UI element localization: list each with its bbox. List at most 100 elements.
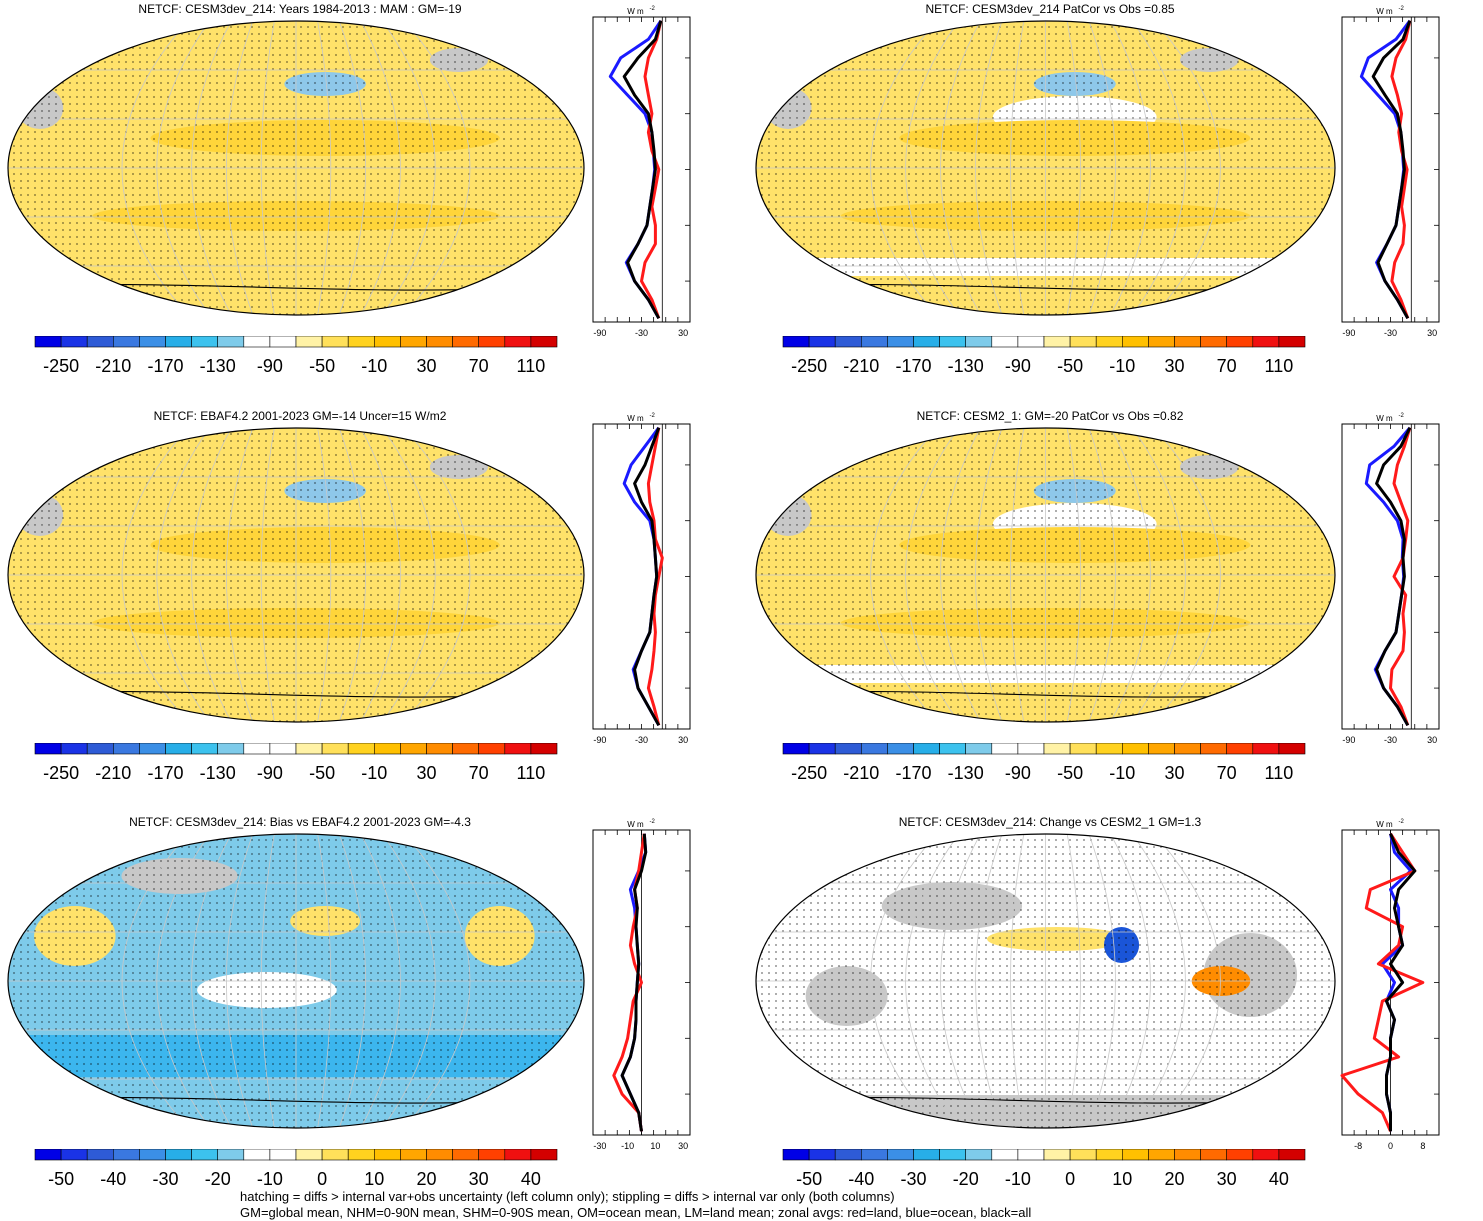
series-line-ocean <box>1359 19 1412 320</box>
colorbar-label: 110 <box>517 356 546 376</box>
map-field <box>8 21 584 315</box>
longitude-line <box>156 834 210 1128</box>
colorbar-box <box>1069 336 1097 348</box>
colorbar-label: 40 <box>1269 1169 1289 1189</box>
longitude-line <box>382 428 436 722</box>
colorbar-box <box>1017 743 1045 755</box>
colorbar-box <box>269 743 297 755</box>
longitude-line <box>156 21 210 315</box>
longitude-line <box>905 21 959 315</box>
longitude-line <box>360 21 401 315</box>
colorbar-box <box>243 336 271 348</box>
colorbar-label: -90 <box>257 763 283 783</box>
series-line-all <box>1371 20 1412 320</box>
colorbar-label: -50 <box>48 1169 74 1189</box>
series-line-all <box>622 20 663 320</box>
colorbar-box <box>808 743 836 755</box>
colorbar-box <box>530 336 558 348</box>
units-label: W m <box>1376 7 1393 16</box>
colorbar-box <box>452 743 480 755</box>
colorbar-label: -50 <box>1057 356 1083 376</box>
longitude-line <box>1010 21 1025 315</box>
colorbar-box <box>1278 336 1306 348</box>
colorbar-box <box>1121 336 1149 348</box>
colorbar-box <box>1043 1149 1071 1161</box>
colorbar-label: 30 <box>1164 356 1184 376</box>
x-tick-label: -90 <box>593 735 606 745</box>
longitude-line <box>260 21 275 315</box>
colorbar-box <box>1069 1149 1097 1161</box>
colorbar-box <box>530 1149 558 1161</box>
map-title: NETCF: EBAF4.2 2001-2023 GM=-14 Uncer=15… <box>153 409 447 423</box>
colorbar-box <box>939 1149 967 1161</box>
longitude-line <box>403 21 471 315</box>
colorbar: -250-210-170-130-90-50-103070110150 <box>782 743 1306 783</box>
longitude-line <box>226 21 254 315</box>
longitude-line <box>975 428 1003 722</box>
map-plot <box>7 20 585 316</box>
x-tick-label: -90 <box>1342 735 1355 745</box>
colorbar-box <box>913 743 940 755</box>
longitude-line <box>1132 428 1186 722</box>
colorbar-box <box>1200 1149 1228 1161</box>
colorbar-box <box>1017 336 1045 348</box>
colorbar-box <box>269 1149 297 1161</box>
x-tick-label: -30 <box>635 328 648 338</box>
colorbar-box <box>782 336 810 348</box>
units-label: W m <box>627 414 644 423</box>
colorbar-label: -250 <box>43 356 79 376</box>
colorbar-label: 70 <box>469 356 489 376</box>
colorbar-box <box>1148 336 1175 348</box>
colorbar-box <box>1043 336 1071 348</box>
colorbar-box <box>373 1149 401 1161</box>
colorbar-box <box>1095 1149 1123 1161</box>
map-plot <box>7 427 585 723</box>
colorbar-box <box>452 336 480 348</box>
longitude-line <box>870 21 938 315</box>
longitude-line <box>1132 21 1186 315</box>
series-line-land <box>640 20 663 319</box>
colorbar-label: 30 <box>416 763 436 783</box>
colorbar-label: 70 <box>1217 763 1237 783</box>
colorbar: -250-210-170-130-90-50-103070110150 <box>34 743 558 783</box>
longitude-line <box>360 428 401 722</box>
colorbar-box <box>321 743 349 755</box>
map-border <box>7 427 585 723</box>
longitude-line <box>360 834 401 1128</box>
colorbar-box <box>1121 743 1149 755</box>
longitude-line <box>226 428 254 722</box>
colorbar-box <box>191 336 219 348</box>
units-superscript: -2 <box>650 819 656 825</box>
longitude-line <box>191 834 232 1128</box>
colorbar-box <box>965 743 993 755</box>
units-label: W m <box>627 7 644 16</box>
colorbar-label: -20 <box>953 1169 979 1189</box>
colorbar-box <box>478 743 506 755</box>
x-tick-label: 10 <box>650 1141 660 1151</box>
colorbar-box <box>60 1149 88 1161</box>
longitude-line <box>1088 834 1116 1128</box>
colorbar-label: -90 <box>257 356 283 376</box>
colorbar-box <box>991 743 1019 755</box>
colorbar-label: -250 <box>791 763 827 783</box>
colorbar-label: -10 <box>361 356 387 376</box>
colorbar-label: -170 <box>147 763 183 783</box>
colorbar-box <box>400 1149 427 1161</box>
colorbar-label: -10 <box>1005 1169 1031 1189</box>
colorbar-label: -130 <box>200 763 236 783</box>
x-tick-label: -30 <box>635 735 648 745</box>
colorbar-label: -30 <box>900 1169 926 1189</box>
colorbar-box <box>113 743 140 755</box>
colorbar-box <box>1226 336 1254 348</box>
colorbar-box <box>1200 743 1228 755</box>
colorbar-box <box>808 1149 836 1161</box>
colorbar-box <box>1278 743 1306 755</box>
series-line-land <box>1389 427 1412 726</box>
longitude-line <box>317 21 332 315</box>
map-field <box>756 428 1335 722</box>
units-superscript: -2 <box>1399 6 1405 12</box>
